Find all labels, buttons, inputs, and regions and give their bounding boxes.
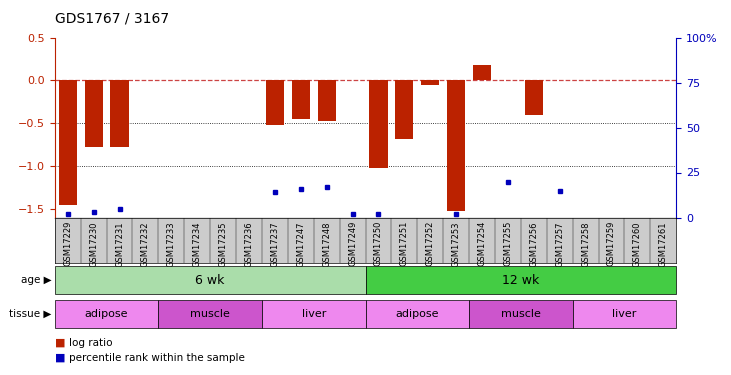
Text: GSM17256: GSM17256 bbox=[529, 221, 538, 267]
Text: GSM17250: GSM17250 bbox=[374, 221, 383, 267]
Bar bbox=[473, 65, 491, 80]
Text: GSM17260: GSM17260 bbox=[633, 221, 642, 267]
Bar bbox=[572, 300, 676, 328]
Text: liver: liver bbox=[301, 309, 326, 319]
Bar bbox=[366, 266, 676, 294]
Text: GSM17261: GSM17261 bbox=[659, 221, 667, 267]
Bar bbox=[469, 300, 572, 328]
Text: liver: liver bbox=[612, 309, 637, 319]
Text: adipose: adipose bbox=[395, 309, 439, 319]
Bar bbox=[317, 80, 336, 121]
Text: GSM17249: GSM17249 bbox=[348, 221, 357, 267]
Text: GSM17233: GSM17233 bbox=[167, 221, 176, 267]
Text: muscle: muscle bbox=[501, 309, 541, 319]
Text: GDS1767 / 3167: GDS1767 / 3167 bbox=[55, 11, 169, 25]
Text: GSM17259: GSM17259 bbox=[607, 221, 616, 267]
Text: muscle: muscle bbox=[190, 309, 230, 319]
Bar bbox=[447, 80, 465, 211]
Text: 12 wk: 12 wk bbox=[502, 274, 539, 287]
Text: percentile rank within the sample: percentile rank within the sample bbox=[69, 353, 246, 363]
Bar bbox=[55, 300, 159, 328]
Bar bbox=[85, 80, 103, 147]
Text: tissue ▶: tissue ▶ bbox=[9, 309, 51, 319]
Text: GSM17232: GSM17232 bbox=[141, 221, 150, 267]
Text: GSM17253: GSM17253 bbox=[452, 221, 461, 267]
Bar bbox=[395, 80, 414, 139]
Text: GSM17237: GSM17237 bbox=[270, 221, 279, 267]
Text: GSM17255: GSM17255 bbox=[504, 221, 512, 267]
Text: log ratio: log ratio bbox=[69, 338, 113, 348]
Text: 6 wk: 6 wk bbox=[195, 274, 225, 287]
Bar bbox=[266, 80, 284, 125]
Bar bbox=[421, 80, 439, 85]
Text: GSM17230: GSM17230 bbox=[89, 221, 98, 267]
Text: GSM17247: GSM17247 bbox=[296, 221, 306, 267]
Text: GSM17248: GSM17248 bbox=[322, 221, 331, 267]
Bar bbox=[55, 266, 366, 294]
Bar bbox=[110, 80, 129, 147]
Text: ■: ■ bbox=[55, 338, 65, 348]
Bar bbox=[58, 80, 77, 205]
Bar bbox=[292, 80, 310, 119]
Bar bbox=[366, 300, 469, 328]
Text: adipose: adipose bbox=[85, 309, 129, 319]
Bar bbox=[369, 80, 387, 168]
Text: GSM17257: GSM17257 bbox=[555, 221, 564, 267]
Bar bbox=[525, 80, 543, 115]
Text: GSM17251: GSM17251 bbox=[400, 221, 409, 267]
Text: GSM17254: GSM17254 bbox=[477, 221, 487, 267]
Text: GSM17236: GSM17236 bbox=[244, 221, 254, 267]
Text: ■: ■ bbox=[55, 353, 65, 363]
Bar bbox=[262, 300, 366, 328]
Text: GSM17229: GSM17229 bbox=[64, 221, 72, 267]
Bar bbox=[159, 300, 262, 328]
Text: GSM17231: GSM17231 bbox=[115, 221, 124, 267]
Text: age ▶: age ▶ bbox=[20, 275, 51, 285]
Text: GSM17235: GSM17235 bbox=[219, 221, 227, 267]
Text: GSM17252: GSM17252 bbox=[425, 221, 435, 267]
Text: GSM17234: GSM17234 bbox=[193, 221, 202, 267]
Text: GSM17258: GSM17258 bbox=[581, 221, 590, 267]
